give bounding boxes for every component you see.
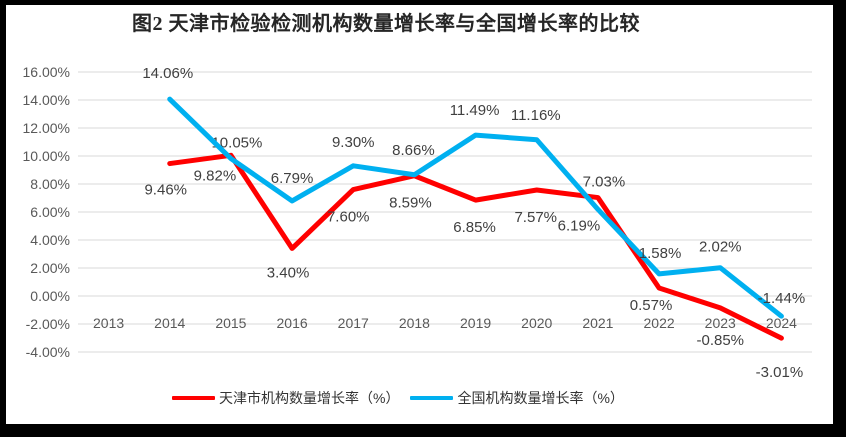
x-axis-tick-label: 2015: [215, 315, 246, 331]
data-label: 8.59%: [389, 195, 432, 212]
national-series-swatch-icon: [410, 395, 454, 401]
legend-label-national: 全国机构数量增长率（%）: [457, 390, 624, 406]
x-axis-tick-label: 2016: [277, 315, 308, 331]
legend-item-tianjin: 天津市机构数量增长率（%）: [172, 388, 399, 408]
data-label: 2.02%: [699, 239, 742, 256]
data-label: 6.79%: [271, 170, 314, 187]
data-label: 9.82%: [194, 168, 237, 185]
data-label: -0.85%: [696, 332, 744, 349]
data-label: 11.16%: [511, 107, 561, 124]
y-axis-tick-label: 0.00%: [30, 288, 70, 304]
y-axis-tick-label: -2.00%: [26, 316, 70, 332]
series-line-0: [167, 152, 784, 341]
x-axis-tick-label: 2021: [582, 315, 613, 331]
y-axis-tick-label: 12.00%: [23, 120, 70, 136]
line-chart-plot: -4.00% -2.00% 0.00% 2.00% 4.00% 6.00% 8.00% 10.…: [23, 64, 812, 381]
y-axis-tick-label: 14.00%: [23, 92, 70, 108]
data-label: 1.58%: [639, 245, 682, 262]
y-axis-tick-label: 8.00%: [30, 176, 70, 192]
chart-title: 图2 天津市检验检测机构数量增长率与全国增长率的比较: [132, 13, 640, 35]
chart-area: 图2 天津市检验检测机构数量增长率与全国增长率的比较 -4.00% -2.00% 0…: [6, 5, 833, 424]
y-axis-tick-label: 16.00%: [23, 64, 70, 80]
data-label: -1.44%: [758, 290, 806, 307]
data-label: 0.57%: [630, 297, 673, 314]
x-axis-tick-label: 2023: [705, 315, 736, 331]
x-axis-tick-label: 2019: [460, 315, 491, 331]
chart-legend: 天津市机构数量增长率（%） 全国机构数量增长率（%）: [172, 388, 624, 408]
x-axis-tick-label: 2017: [338, 315, 369, 331]
x-axis-tick-label: 2020: [521, 315, 552, 331]
x-axis-tick-label: 2018: [399, 315, 430, 331]
data-label: 7.03%: [583, 174, 626, 191]
data-label: 8.66%: [392, 142, 435, 159]
data-label: 9.46%: [144, 182, 187, 199]
data-label: 7.57%: [514, 209, 557, 226]
x-axis-tick-label: 2013: [93, 315, 124, 331]
data-label: -3.01%: [756, 364, 804, 381]
data-label: 14.06%: [142, 65, 193, 82]
x-axis-tick-label: 2022: [644, 315, 675, 331]
data-label: 7.60%: [327, 209, 370, 226]
data-label: 9.30%: [332, 134, 375, 151]
data-label: 6.85%: [453, 219, 496, 236]
y-axis-tick-label: -4.00%: [26, 344, 70, 360]
data-label: 10.05%: [211, 134, 262, 151]
x-axis-tick-label: 2024: [766, 315, 797, 331]
data-label: 3.40%: [267, 264, 310, 281]
data-label: 11.49%: [450, 102, 500, 119]
legend-label-tianjin: 天津市机构数量增长率（%）: [219, 390, 400, 406]
y-axis-tick-label: 2.00%: [30, 260, 70, 276]
tianjin-series-swatch-icon: [172, 395, 215, 401]
y-axis-tick-label: 10.00%: [23, 148, 70, 164]
legend-item-national: 全国机构数量增长率（%）: [410, 388, 624, 408]
y-axis-tick-label: 4.00%: [30, 232, 70, 248]
series-line-1: [167, 96, 784, 319]
y-axis-tick-label: 6.00%: [30, 204, 70, 220]
data-label: 6.19%: [558, 217, 601, 234]
x-axis-tick-label: 2014: [154, 315, 185, 331]
